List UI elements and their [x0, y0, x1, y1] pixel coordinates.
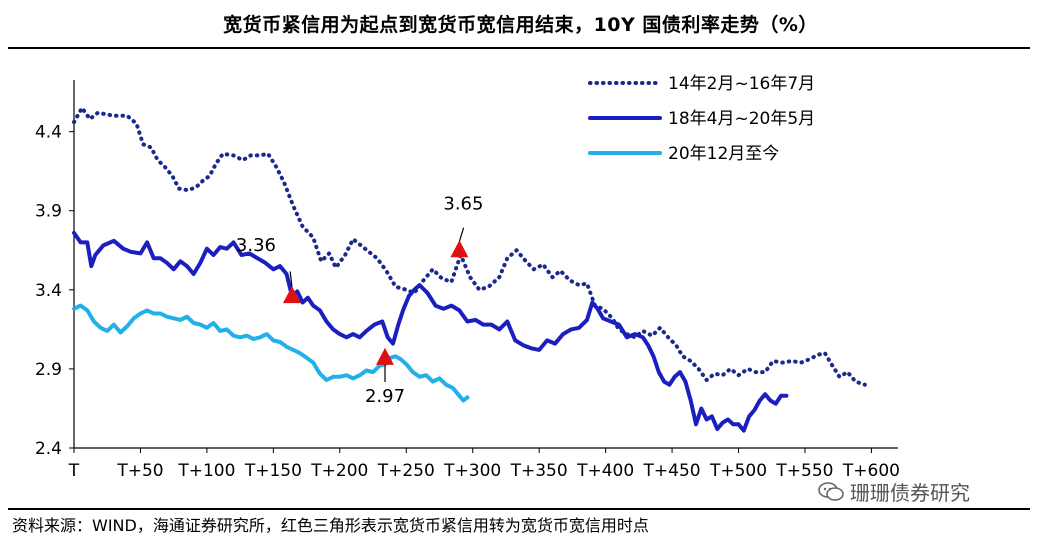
- x-tick-label: T+300: [443, 461, 501, 480]
- x-tick-label: T+450: [643, 461, 701, 480]
- line-chart: 2.4 2.9 3.4 3.9 4.4 T T+50 T+100 T+150 T+200 T+250…: [35, 74, 900, 480]
- footer-divider: [8, 508, 1030, 510]
- x-tick-label: T+150: [244, 461, 302, 480]
- series-line-1: [72, 230, 789, 433]
- legend-label-2: 20年12月至今: [668, 144, 779, 164]
- series-line-2: [72, 303, 470, 403]
- turning-point-marker: [375, 347, 394, 365]
- chart-title: 宽货币紧信用为起点到宽货币宽信用结束，10Y 国债利率走势（%）: [223, 13, 818, 36]
- chart-legend: 14年2月~16年7月 18年4月~20年5月 20年12月至今: [588, 74, 815, 164]
- watermark-text: 珊珊债券研究: [850, 481, 970, 505]
- turning-point-marker: [450, 240, 469, 258]
- marker-value-label: 3.65: [443, 193, 483, 214]
- series-layer: [72, 105, 867, 433]
- x-tick-label: T+500: [709, 461, 767, 480]
- marker-leader-line: [289, 271, 293, 288]
- y-tick-label: 2.9: [35, 360, 62, 380]
- turning-point-marker: [282, 286, 301, 304]
- y-tick-label: 3.9: [35, 202, 62, 222]
- series-line-0: [72, 105, 867, 387]
- x-tick-label: T+250: [377, 461, 435, 480]
- title-divider: [8, 47, 1030, 49]
- chart-title-bar: 宽货币紧信用为起点到宽货币宽信用结束，10Y 国债利率走势（%）: [0, 0, 1041, 46]
- source-note: 资料来源：WIND，海通证券研究所，红色三角形表示宽货币紧信用转为宽货币宽信用时…: [12, 516, 649, 535]
- x-tick-label: T+50: [116, 461, 163, 480]
- legend-label-1: 18年4月~20年5月: [668, 109, 815, 129]
- legend-label-0: 14年2月~16年7月: [668, 74, 815, 94]
- y-tick-label: 3.4: [35, 281, 62, 301]
- x-tick-label: T+550: [775, 461, 833, 480]
- marker-value-label: 2.97: [365, 386, 405, 407]
- x-tick-label: T+350: [510, 461, 568, 480]
- x-tick-label: T+600: [842, 461, 900, 480]
- x-tick-label: T+200: [310, 461, 368, 480]
- x-tick-label: T: [68, 461, 80, 480]
- marker-layer: 3.36 3.65 2.97: [236, 193, 484, 407]
- marker-leader-line: [458, 227, 465, 242]
- marker-value-label: 3.36: [236, 235, 276, 256]
- y-tick-label: 2.4: [35, 439, 62, 459]
- x-tick-label: T+100: [177, 461, 235, 480]
- x-tick-label: T+400: [576, 461, 634, 480]
- watermark: 珊珊债券研究: [818, 477, 970, 506]
- chat-bubble-icon: [818, 481, 844, 503]
- y-tick-label: 4.4: [35, 123, 62, 143]
- chart-axes: 2.4 2.9 3.4 3.9 4.4 T T+50 T+100 T+150 T+200 T+250…: [35, 80, 900, 480]
